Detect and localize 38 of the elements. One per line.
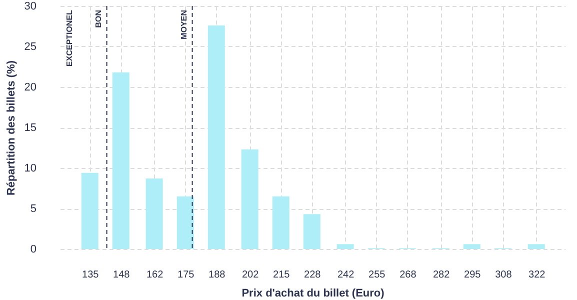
bar [81,172,98,249]
y-tick-label: 20 [24,82,36,94]
bar [176,196,194,249]
x-tick-label: 308 [495,270,512,280]
x-tick-label: 228 [304,270,322,280]
x-tick-label: 295 [464,270,482,280]
y-axis-title: Répartition des billets (%) [5,60,18,196]
bar [303,214,320,249]
y-tick-label: 10 [24,162,36,174]
x-tick-label: 322 [528,270,546,280]
x-tick-label: 188 [208,270,226,280]
y-tick-label: 30 [24,0,36,12]
bar [241,149,258,249]
y-tick-label: 15 [24,122,36,134]
ref-line-label: BON [94,10,103,28]
y-tick-label: 5 [30,203,36,215]
bar [463,244,480,249]
bar [336,244,354,249]
y-tick-label: 0 [30,244,36,256]
bar [208,25,225,249]
bar [146,178,163,249]
y-tick-label: 25 [24,41,36,53]
bar [112,72,130,249]
x-tick-label: 242 [337,270,355,280]
x-tick-label: 175 [178,270,195,280]
x-tick-label: 135 [82,270,100,280]
x-tick-label: 255 [368,270,386,280]
bar [272,196,290,249]
x-tick-label: 268 [400,270,417,280]
x-tick-label: 148 [113,270,130,280]
x-axis-title: Prix d'achat du billet (Euro) [242,288,385,300]
x-tick-label: 162 [146,270,164,280]
ref-line-label: MOYEN [179,10,188,40]
annotation: EXCEPTIONEL [65,10,74,66]
x-tick-label: 202 [242,270,260,280]
x-tick-label: 215 [273,270,290,280]
bar [528,244,545,249]
x-tick-label: 282 [432,270,450,280]
